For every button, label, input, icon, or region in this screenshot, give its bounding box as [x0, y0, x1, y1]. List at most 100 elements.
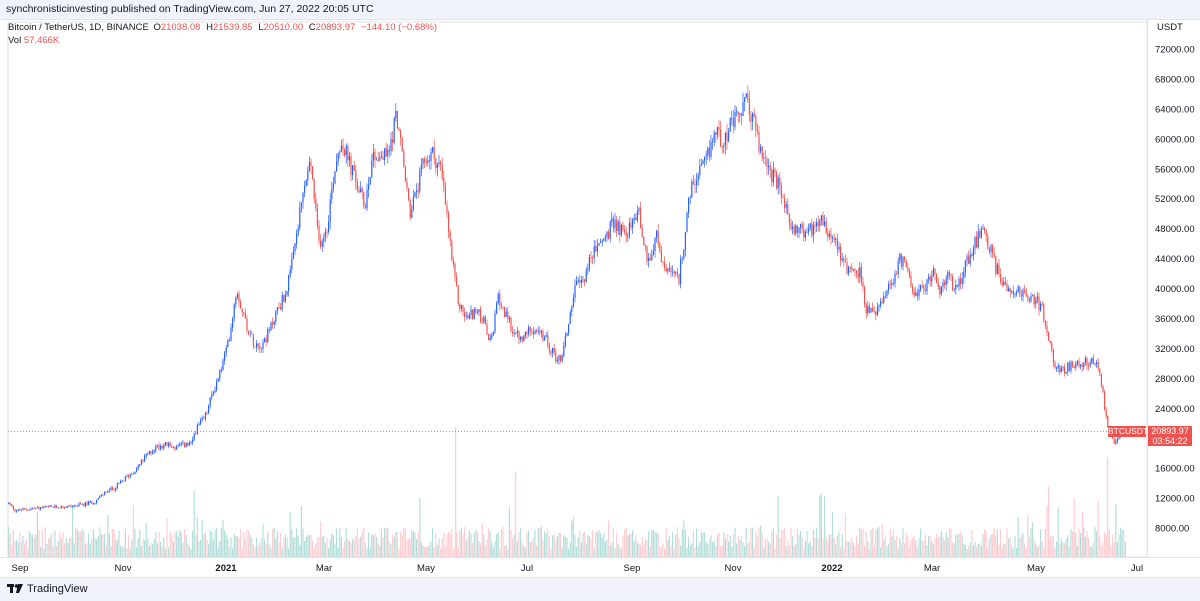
candle-body: [1072, 361, 1074, 368]
candle-body: [657, 230, 659, 244]
volume-bar: [256, 538, 258, 557]
volume-bar: [886, 546, 888, 557]
candle-body: [916, 292, 918, 297]
candle-body: [857, 273, 859, 278]
candle-body: [347, 145, 349, 161]
volume-bar: [793, 546, 795, 557]
volume-bar: [244, 538, 246, 557]
candle-body: [339, 151, 341, 153]
volume-bar: [163, 537, 165, 557]
candle-body: [868, 306, 870, 313]
volume-bar: [161, 546, 163, 557]
volume-bar: [148, 545, 150, 557]
candle-body: [606, 231, 608, 238]
candle-body: [968, 256, 970, 264]
volume-bar: [43, 548, 45, 557]
volume-bar: [641, 537, 643, 557]
candle-body: [662, 261, 664, 263]
volume-bar: [91, 538, 93, 557]
candle-body: [153, 450, 155, 452]
candle-body: [38, 507, 40, 510]
candle-body: [22, 508, 24, 511]
volume-bar: [588, 536, 590, 557]
candle-body: [499, 293, 501, 306]
volume-bar: [512, 538, 514, 557]
volume-bar: [142, 538, 144, 557]
candle-body: [560, 354, 562, 361]
volume-bar: [625, 527, 627, 557]
volume-bar: [1102, 542, 1104, 557]
x-tick-label: May: [1027, 563, 1045, 574]
volume-bar: [1089, 546, 1091, 557]
candle-body: [971, 254, 973, 257]
volume-bar: [619, 546, 621, 557]
candle-body: [238, 293, 240, 302]
volume-bar: [686, 547, 688, 557]
volume-bar: [982, 534, 984, 557]
candle-body: [124, 476, 126, 481]
volume-bar: [699, 541, 701, 557]
candle-body: [1027, 295, 1029, 298]
volume-bar: [286, 537, 288, 557]
volume-bar: [996, 529, 998, 557]
candle-body: [622, 224, 624, 230]
volume-bar: [452, 548, 454, 557]
candle-body: [1116, 438, 1118, 442]
candle-body: [470, 309, 472, 315]
candle-body: [331, 188, 333, 200]
brand-name[interactable]: TradingView: [27, 583, 88, 595]
volume-bar: [246, 530, 248, 557]
candle-body: [556, 360, 558, 362]
volume-bar: [342, 547, 344, 557]
candle-body: [121, 480, 123, 482]
volume-bar: [715, 546, 717, 557]
candle-body: [670, 268, 672, 272]
candle-body: [950, 275, 952, 277]
candle-body: [963, 271, 965, 279]
candle-body: [30, 508, 32, 510]
candle-body: [496, 303, 498, 314]
candle-body: [352, 165, 354, 176]
volume-bar: [635, 535, 637, 557]
close-label: C: [308, 22, 316, 33]
candle-body: [1076, 361, 1078, 364]
candle-body: [808, 228, 810, 233]
candle-body: [1070, 361, 1072, 371]
volume-bar: [825, 536, 827, 557]
candle-body: [310, 162, 312, 167]
volume-bar: [265, 543, 267, 557]
candle-body: [1115, 441, 1117, 444]
candle-body: [209, 397, 211, 406]
volume-bar: [824, 496, 826, 557]
volume-bar: [467, 536, 469, 557]
volume-bar: [915, 540, 917, 557]
candle-body: [108, 489, 110, 492]
volume-bar: [331, 533, 333, 557]
volume-bar: [459, 531, 461, 557]
candle-body: [300, 202, 302, 208]
volume-bar: [878, 527, 880, 557]
volume-bar: [254, 547, 256, 557]
change-value: −144.10 (−0.68%): [360, 22, 437, 33]
volume-bar: [995, 536, 997, 557]
volume-bar: [270, 548, 272, 557]
candle-body: [259, 346, 261, 349]
candle-body: [1014, 293, 1016, 295]
volume-bar: [267, 532, 269, 557]
volume-bar: [707, 544, 709, 557]
price-chart[interactable]: USDT 72000.00 68000.00 64000.00 60000.00 5600…: [0, 19, 1200, 577]
volume-bar: [636, 542, 638, 557]
candle-body: [392, 138, 394, 143]
volume-bar: [436, 545, 438, 557]
candle-body: [713, 132, 715, 142]
volume-bar: [419, 497, 421, 557]
volume-bar: [580, 542, 582, 557]
volume-bar: [1016, 547, 1018, 557]
candle-body: [948, 272, 950, 276]
volume-bar: [296, 528, 298, 557]
volume-bar: [908, 546, 910, 557]
candle-body: [510, 317, 512, 332]
candle-body: [64, 507, 66, 509]
volume-bar: [740, 536, 742, 557]
volume-bar: [80, 531, 82, 557]
